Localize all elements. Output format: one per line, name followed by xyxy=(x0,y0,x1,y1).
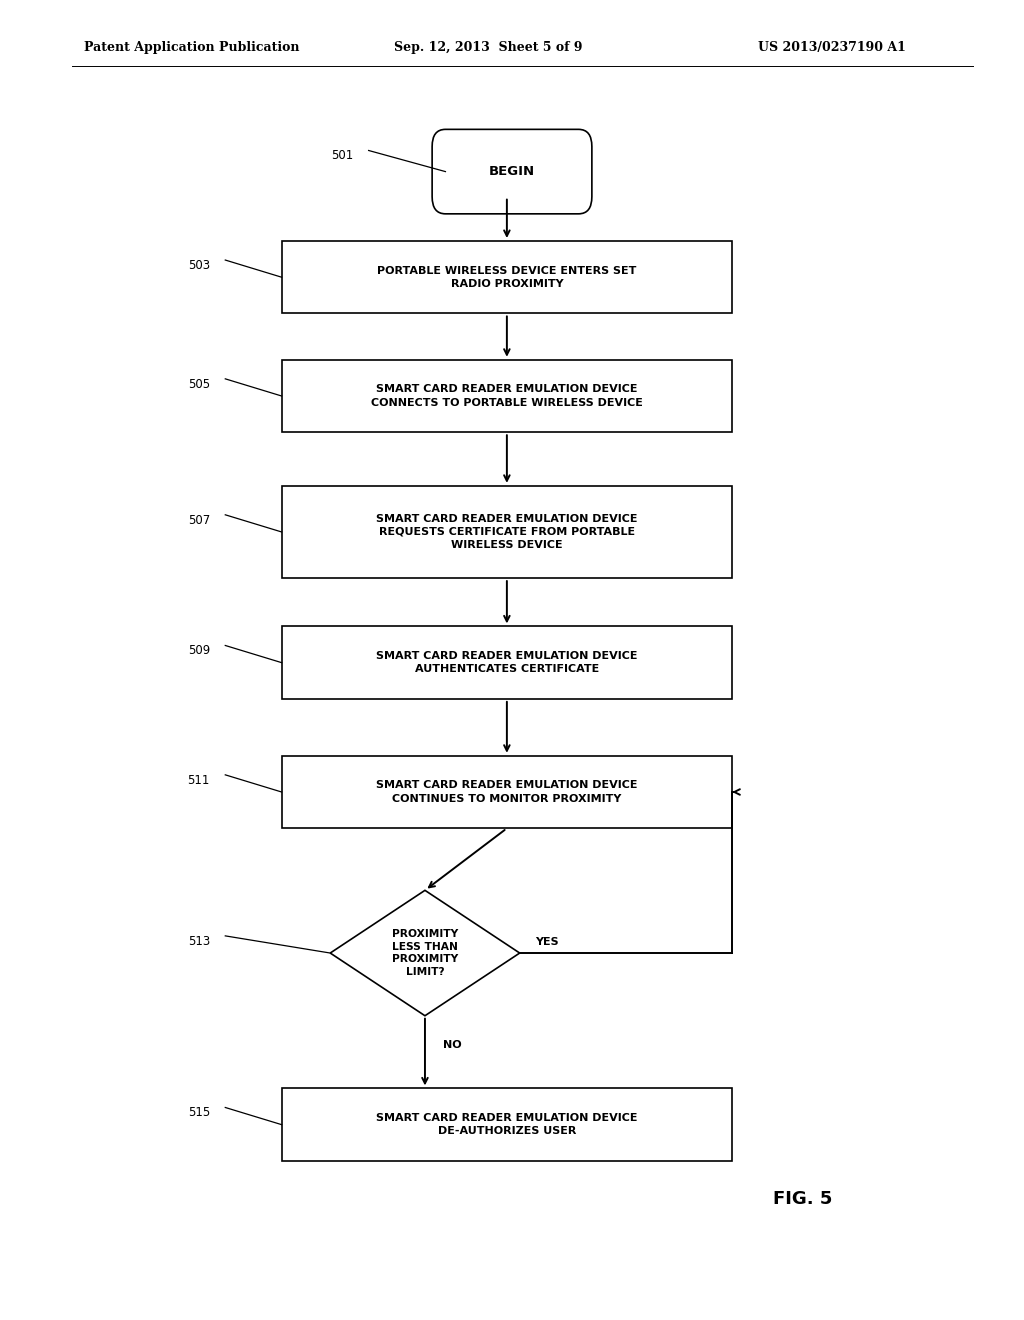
Text: PROXIMITY
LESS THAN
PROXIMITY
LIMIT?: PROXIMITY LESS THAN PROXIMITY LIMIT? xyxy=(392,929,458,977)
Bar xyxy=(282,1088,732,1162)
Text: US 2013/0237190 A1: US 2013/0237190 A1 xyxy=(758,41,905,54)
Text: SMART CARD READER EMULATION DEVICE
CONTINUES TO MONITOR PROXIMITY: SMART CARD READER EMULATION DEVICE CONTI… xyxy=(376,780,638,804)
Bar xyxy=(282,360,732,433)
Text: 511: 511 xyxy=(187,774,210,787)
Text: PORTABLE WIRELESS DEVICE ENTERS SET
RADIO PROXIMITY: PORTABLE WIRELESS DEVICE ENTERS SET RADI… xyxy=(377,265,637,289)
Text: 507: 507 xyxy=(187,513,210,527)
Bar xyxy=(282,755,732,829)
Text: FIG. 5: FIG. 5 xyxy=(773,1189,833,1208)
Bar xyxy=(282,486,732,578)
Text: NO: NO xyxy=(443,1040,462,1049)
Text: SMART CARD READER EMULATION DEVICE
CONNECTS TO PORTABLE WIRELESS DEVICE: SMART CARD READER EMULATION DEVICE CONNE… xyxy=(371,384,643,408)
Text: 515: 515 xyxy=(187,1106,210,1119)
Bar xyxy=(282,240,732,313)
Polygon shape xyxy=(330,890,519,1016)
Text: SMART CARD READER EMULATION DEVICE
REQUESTS CERTIFICATE FROM PORTABLE
WIRELESS D: SMART CARD READER EMULATION DEVICE REQUE… xyxy=(376,513,638,550)
FancyBboxPatch shape xyxy=(432,129,592,214)
Text: Patent Application Publication: Patent Application Publication xyxy=(84,41,299,54)
Text: 513: 513 xyxy=(187,935,210,948)
Text: 503: 503 xyxy=(187,259,210,272)
Text: 509: 509 xyxy=(187,644,210,657)
Text: SMART CARD READER EMULATION DEVICE
AUTHENTICATES CERTIFICATE: SMART CARD READER EMULATION DEVICE AUTHE… xyxy=(376,651,638,675)
Text: 501: 501 xyxy=(331,149,353,162)
Text: SMART CARD READER EMULATION DEVICE
DE-AUTHORIZES USER: SMART CARD READER EMULATION DEVICE DE-AU… xyxy=(376,1113,638,1137)
Text: YES: YES xyxy=(535,937,559,948)
Bar xyxy=(282,627,732,700)
Text: Sep. 12, 2013  Sheet 5 of 9: Sep. 12, 2013 Sheet 5 of 9 xyxy=(394,41,583,54)
Text: 505: 505 xyxy=(187,378,210,391)
Text: BEGIN: BEGIN xyxy=(488,165,536,178)
